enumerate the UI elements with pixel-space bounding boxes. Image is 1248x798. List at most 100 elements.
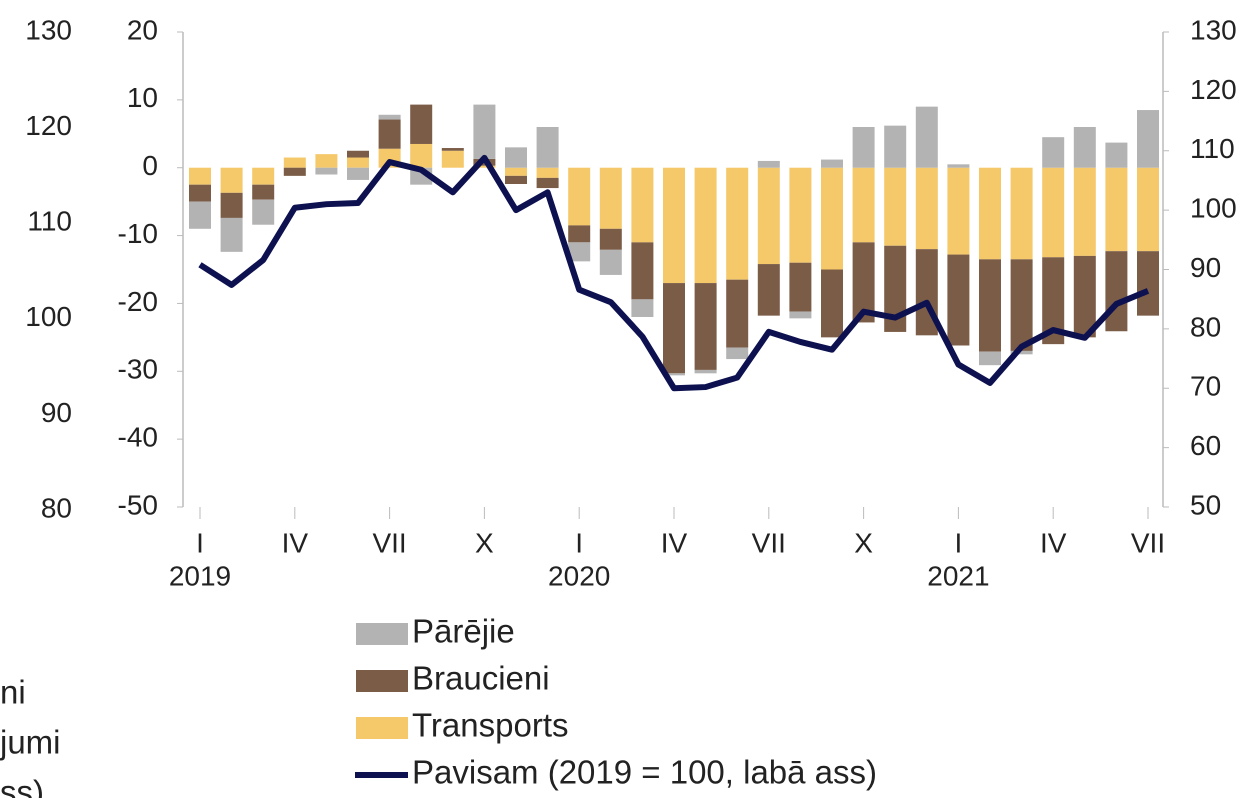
- bar: [884, 125, 907, 168]
- bar: [505, 175, 527, 184]
- bar: [694, 167, 717, 284]
- fragment-legend-text: ss): [0, 774, 44, 798]
- bar: [568, 225, 591, 243]
- bar: [378, 119, 401, 149]
- bar: [599, 228, 622, 250]
- bar: [631, 167, 654, 243]
- bar: [410, 143, 433, 168]
- line-series: [198, 154, 1150, 392]
- bar: [568, 242, 591, 262]
- bar: [1105, 167, 1128, 252]
- bar: [347, 167, 369, 180]
- bar: [252, 184, 275, 200]
- bar: [1010, 350, 1033, 355]
- bar: [757, 160, 780, 168]
- fragment-legend-text: jumi: [0, 724, 61, 761]
- bar: [1010, 167, 1033, 260]
- y2-tick-label: 130: [1190, 14, 1237, 45]
- bar: [979, 259, 1001, 352]
- bar: [821, 167, 843, 270]
- bar: [1042, 257, 1065, 345]
- bar: [852, 127, 875, 168]
- bar: [947, 254, 970, 346]
- bar: [789, 262, 812, 312]
- bar: [410, 104, 433, 144]
- y-tick-label: -20: [118, 286, 158, 317]
- bar: [252, 167, 275, 185]
- bar: [1137, 251, 1159, 316]
- bar: [220, 192, 243, 218]
- y2-tick-label: 120: [1190, 74, 1237, 105]
- y2-tick-label: 60: [1190, 430, 1221, 461]
- y-tick-label: -50: [118, 489, 158, 520]
- y-tick-label: 0: [142, 150, 158, 181]
- x-tick-label: I: [955, 527, 963, 558]
- bar: [252, 199, 275, 225]
- bar: [789, 311, 812, 319]
- fragment-tick-label: 110: [27, 206, 72, 237]
- bar: [441, 150, 464, 168]
- x-tick-label: IV: [1040, 527, 1067, 558]
- y2-tick-label: 70: [1190, 371, 1221, 402]
- legend-swatch: [356, 670, 408, 692]
- y-tick-label: 10: [127, 82, 158, 113]
- year-label: 2019: [169, 560, 231, 591]
- y-tick-label: -30: [118, 354, 158, 385]
- y2-tick-label: 50: [1190, 489, 1221, 520]
- bar: [726, 167, 749, 280]
- bar: [189, 167, 211, 185]
- bar: [884, 245, 907, 332]
- bar: [347, 150, 369, 158]
- bar: [947, 167, 970, 255]
- bar: [1042, 167, 1065, 258]
- x-tick-label: IV: [661, 527, 688, 558]
- x-tick-label: VII: [752, 527, 786, 558]
- bar: [599, 249, 622, 275]
- bar: [1073, 127, 1096, 168]
- bar: [441, 148, 464, 151]
- year-label: 2020: [548, 560, 610, 591]
- y-tick-label: 20: [127, 14, 158, 45]
- bar: [852, 167, 875, 243]
- fragment-legend-text: ni: [0, 674, 26, 711]
- bar: [979, 167, 1001, 260]
- x-tick-label: I: [196, 527, 204, 558]
- bar: [220, 167, 243, 193]
- fragment-tick-label: 80: [41, 492, 72, 523]
- bar: [283, 167, 306, 176]
- bar: [1073, 167, 1096, 256]
- bar: [536, 127, 559, 168]
- x-tick-label: I: [575, 527, 583, 558]
- year-label: 2021: [927, 560, 989, 591]
- y-tick-label: -40: [118, 422, 158, 453]
- bar: [505, 147, 527, 168]
- bar: [694, 283, 717, 370]
- bar: [915, 167, 938, 250]
- bar: [473, 104, 496, 159]
- bar: [789, 167, 812, 263]
- bar: [536, 177, 559, 189]
- bar: [821, 269, 843, 338]
- legend-swatch: [356, 623, 408, 645]
- bar: [347, 157, 369, 168]
- fragment-tick-label: 90: [41, 397, 72, 428]
- legend-swatch: [356, 717, 408, 739]
- bar: [1137, 167, 1159, 252]
- legend-label: Braucieni: [412, 660, 550, 697]
- fragment-tick-label: 100: [25, 301, 72, 332]
- bar: [189, 184, 211, 202]
- bar: [821, 159, 843, 168]
- bar: [505, 167, 527, 176]
- bar: [1010, 259, 1033, 351]
- x-tick-label: VII: [372, 527, 406, 558]
- bar: [979, 351, 1001, 366]
- bar: [852, 242, 875, 323]
- bar: [757, 264, 780, 316]
- bar: [1105, 251, 1128, 332]
- bar: [283, 157, 306, 168]
- legend-label: Pārējie: [412, 613, 515, 650]
- y-tick-label: -10: [118, 218, 158, 249]
- x-tick-label: VII: [1131, 527, 1165, 558]
- bar: [884, 167, 907, 246]
- bar: [663, 283, 685, 374]
